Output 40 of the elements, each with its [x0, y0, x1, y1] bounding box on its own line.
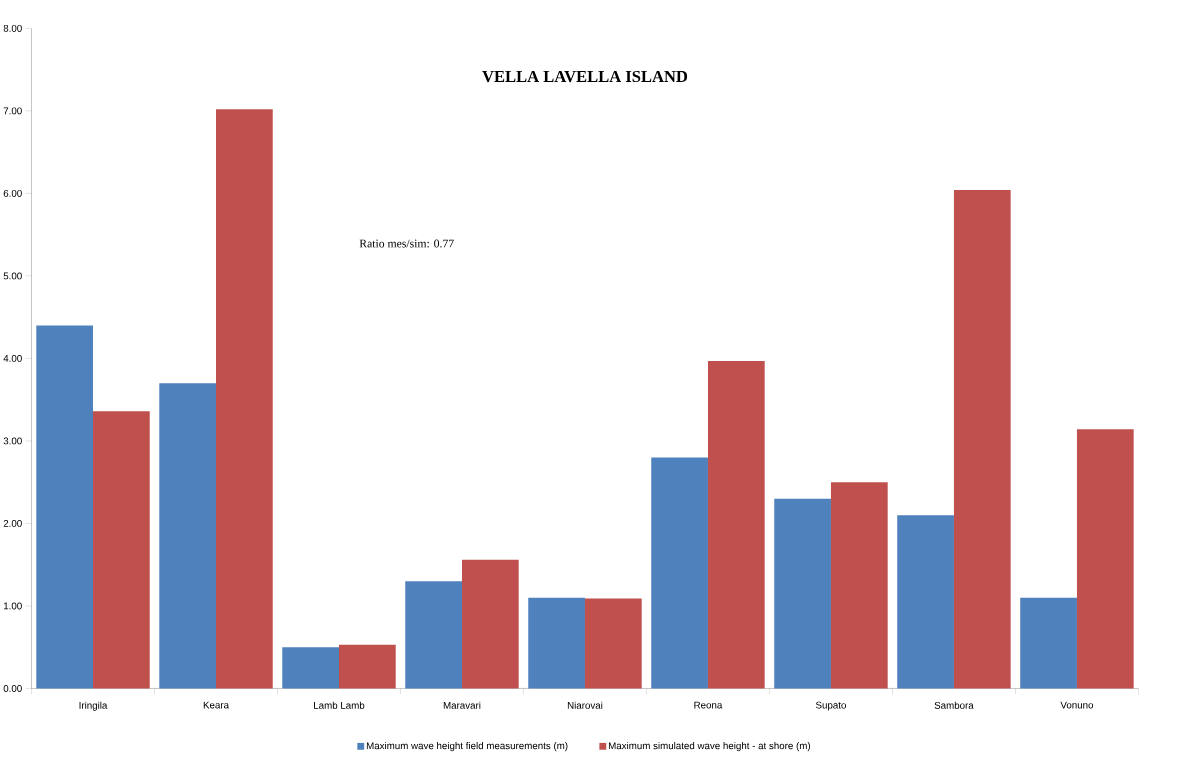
y-tick-label: 8.00: [3, 25, 22, 32]
y-tick-label: 1.00: [4, 602, 22, 610]
annotation: Ratio mes/sim: 0.77: [359, 239, 454, 248]
bar: [584, 598, 642, 689]
bar: [651, 457, 708, 689]
bar: [159, 383, 217, 689]
x-tick-label: Vonuno: [1060, 701, 1094, 709]
bar: [1076, 429, 1134, 689]
x-tick-label: Lamb Lamb: [314, 701, 365, 710]
legend-label: Maximum wave height field measurements (m): [366, 742, 568, 752]
x-tick-label: Maravari: [443, 701, 481, 710]
bar: [830, 482, 888, 689]
legend-label: Maximum simulated wave height - at shore (m): [608, 742, 811, 752]
bar: [216, 109, 273, 689]
y-tick-label: 3.00: [3, 437, 22, 445]
bar: [774, 498, 831, 689]
x-tick-label: Supato: [815, 701, 846, 711]
bar: [405, 581, 462, 689]
y-tick-label: 0.00: [3, 685, 22, 693]
y-tick-label: 7.00: [3, 107, 22, 115]
y-tick-label: 4.00: [3, 355, 22, 363]
x-tick-label: Niarovai: [567, 701, 603, 710]
y-tick-label: 6.00: [3, 190, 22, 198]
x-tick-label: Reona: [694, 701, 723, 709]
y-tick-label: 5.00: [3, 272, 22, 280]
bar: [282, 647, 339, 689]
text: VELLA LAVELLA ISLAND: [482, 71, 688, 83]
bar: [461, 559, 519, 689]
x-tick-label: Keara: [203, 701, 230, 709]
bar: [1020, 597, 1077, 689]
bar: [707, 361, 765, 689]
bar: [897, 515, 954, 689]
bar: [528, 597, 585, 689]
bar: [93, 411, 150, 689]
bar: [36, 325, 94, 689]
x-tick-label: Sambora: [934, 701, 974, 710]
bar: [339, 644, 396, 689]
x-tick-label: Iringila: [79, 701, 108, 711]
y-tick-label: 2.00: [3, 520, 22, 528]
bar: [953, 190, 1011, 689]
